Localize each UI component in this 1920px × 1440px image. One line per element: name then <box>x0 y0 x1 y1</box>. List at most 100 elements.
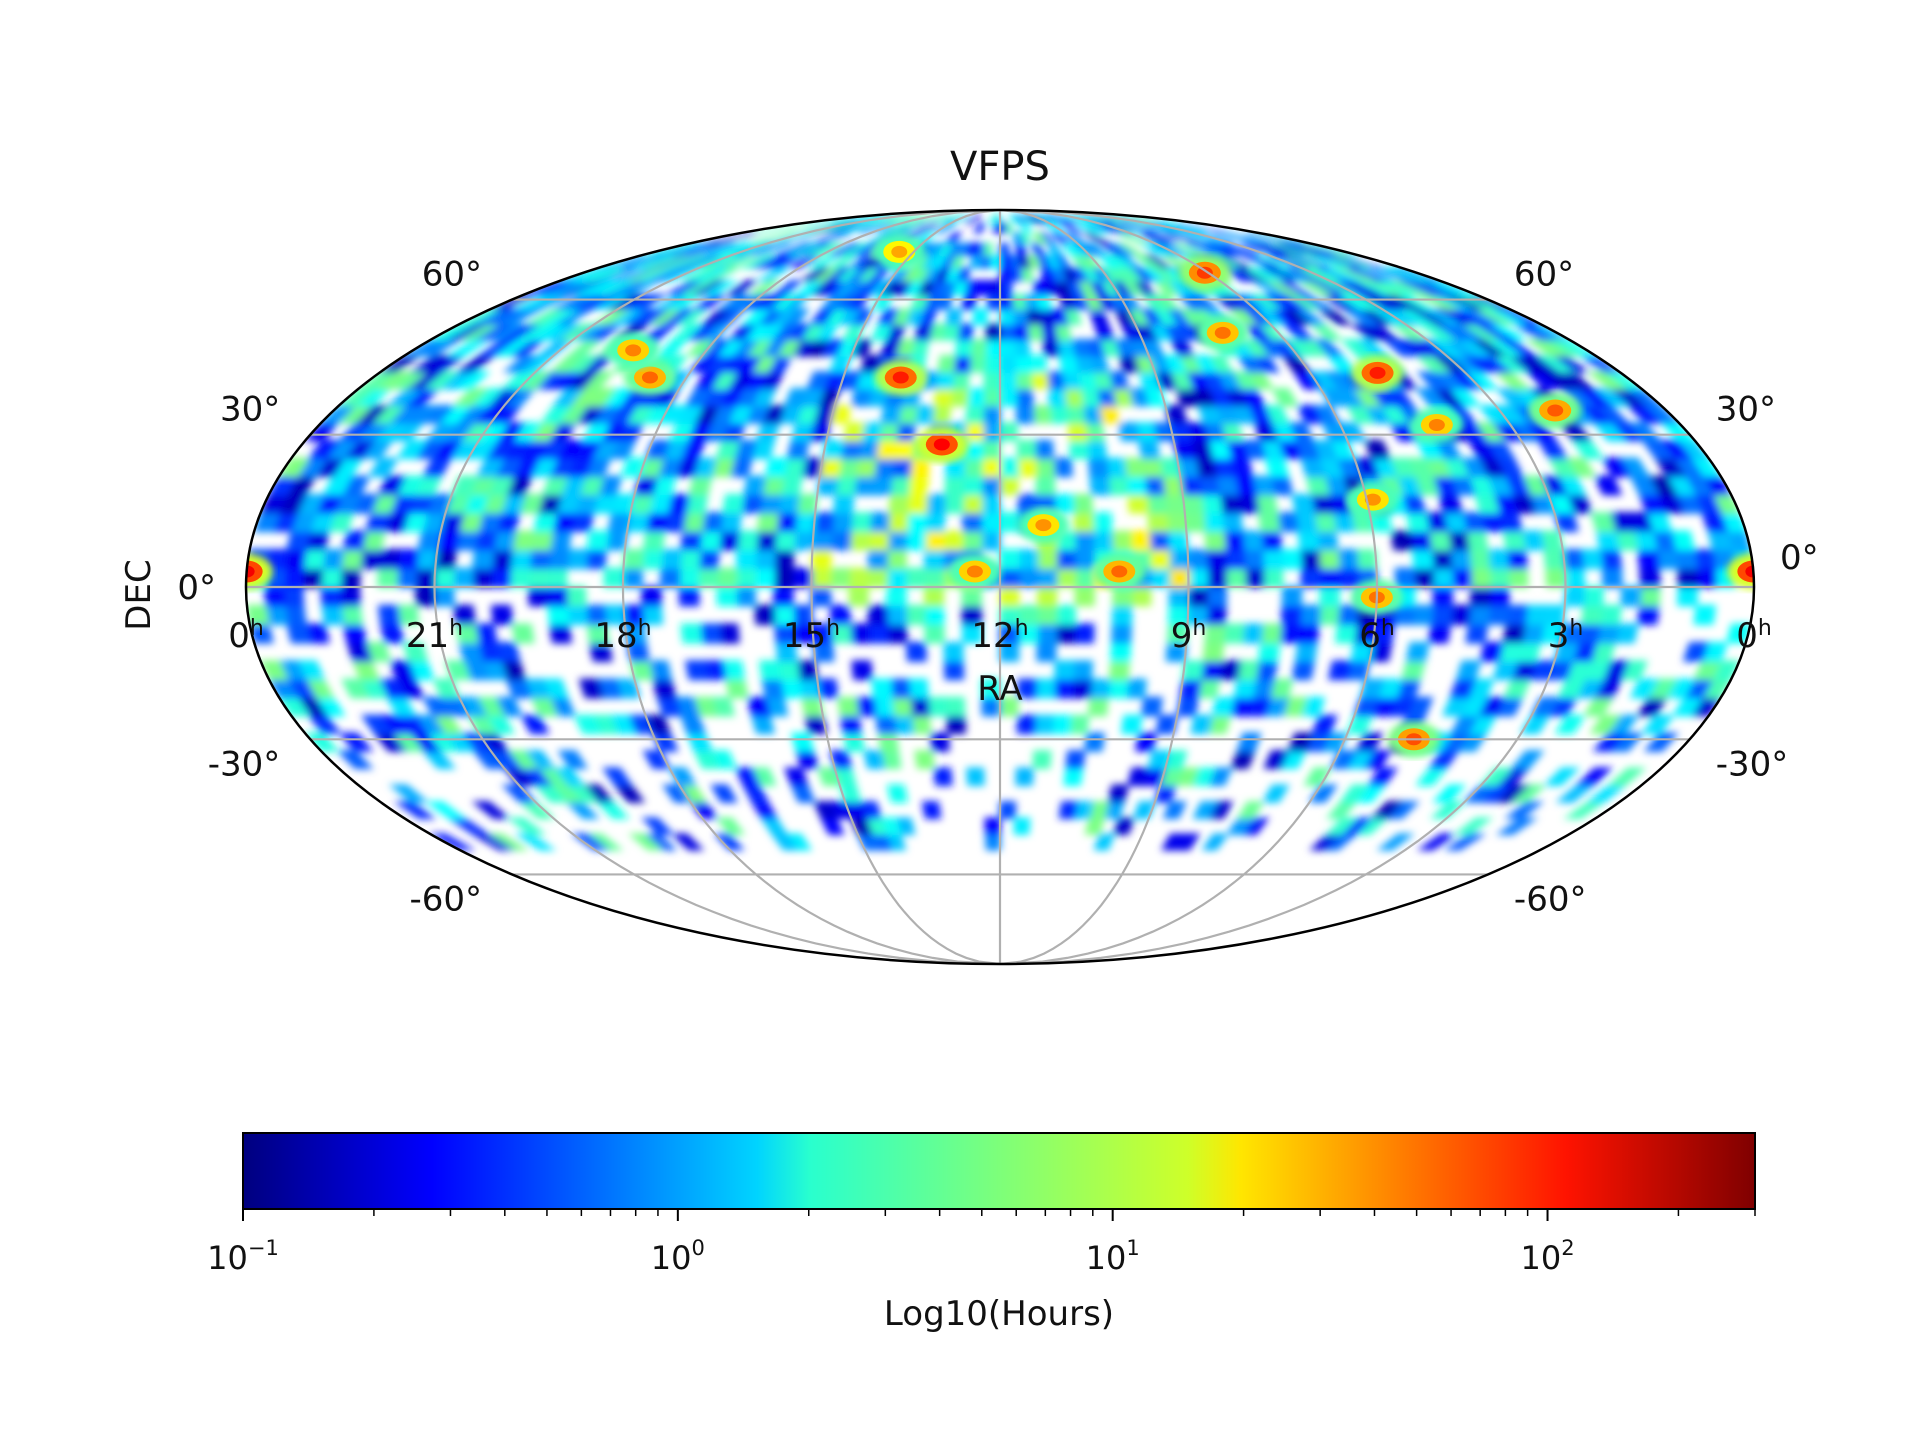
coverage-cell <box>1325 354 1358 373</box>
coverage-cell <box>613 784 646 803</box>
coverage-cell <box>1449 604 1472 625</box>
coverage-cell <box>758 493 782 514</box>
coverage-cell <box>1187 567 1209 588</box>
dec-tick-label-left: -30° <box>208 744 281 784</box>
coverage-cell <box>1294 512 1318 533</box>
coverage-cell <box>584 549 607 570</box>
coverage-cell <box>1202 512 1225 533</box>
coverage-cell <box>1149 549 1171 570</box>
coverage-cell <box>660 549 682 570</box>
coverage-cell <box>964 422 984 442</box>
coverage-cell <box>680 530 703 551</box>
coverage-cell <box>1036 623 1058 644</box>
coverage-cell <box>659 567 681 588</box>
coverage-cell <box>954 339 973 357</box>
coverage-cell <box>810 549 832 570</box>
coverage-cell <box>1162 801 1187 820</box>
coverage-cell <box>968 354 986 373</box>
coverage-cell <box>1524 604 1547 625</box>
dec-axis-label: DEC <box>119 559 159 630</box>
coverage-cell <box>873 696 895 717</box>
coverage-cell <box>743 475 767 496</box>
coverage-cell <box>1415 767 1448 787</box>
coverage-cell <box>1167 530 1189 551</box>
ra-tick-label: 6h <box>1359 616 1395 656</box>
coverage-cell <box>952 354 972 373</box>
coverage-cell <box>282 567 305 588</box>
coverage-cell <box>849 530 871 551</box>
coverage-cell <box>307 714 342 735</box>
coverage-cell <box>1018 549 1039 570</box>
coverage-cell <box>981 422 1001 442</box>
coverage-cell <box>1187 586 1209 607</box>
coverage-cell <box>532 512 558 533</box>
coverage-cell <box>1376 833 1415 851</box>
coverage-cell <box>1264 457 1290 478</box>
coverage-cell <box>909 696 930 717</box>
coverage-cell <box>962 493 983 514</box>
coverage-cell <box>547 549 570 570</box>
coverage-cell <box>1140 457 1164 478</box>
coverage-cell <box>682 512 706 533</box>
coverage-cell <box>923 549 945 570</box>
coverage-cell <box>873 457 895 478</box>
coverage-cell <box>831 512 853 533</box>
hotspot-core <box>1547 404 1564 417</box>
coverage-cell <box>1636 549 1660 570</box>
coverage-cell <box>784 767 809 787</box>
coverage-cell <box>1145 493 1168 514</box>
coverage-cell <box>1143 475 1166 496</box>
coverage-cell <box>1026 323 1044 341</box>
coverage-cell <box>962 475 983 496</box>
coverage-cell <box>1319 586 1341 607</box>
coverage-cell <box>983 354 1001 373</box>
coverage-cell <box>1319 567 1341 588</box>
coverage-cell <box>942 530 964 551</box>
coverage-cell <box>1165 512 1188 533</box>
coverage-cell <box>905 604 926 625</box>
coverage-cell <box>1479 641 1505 662</box>
coverage-cell <box>1087 457 1109 478</box>
coverage-cell <box>888 493 910 514</box>
coverage-cell <box>1134 732 1158 752</box>
coverage-cell <box>1138 439 1161 460</box>
coverage-cell <box>641 817 675 835</box>
coverage-cell <box>982 387 1001 407</box>
coverage-cell <box>848 567 869 588</box>
coverage-cell <box>1432 586 1454 607</box>
coverage-cell <box>854 696 877 717</box>
coverage-cell <box>1014 371 1033 390</box>
coverage-cell <box>764 457 789 478</box>
coverage-cell <box>1218 493 1242 514</box>
coverage-cell <box>1111 530 1133 551</box>
coverage-cell <box>1271 387 1299 407</box>
coverage-cell <box>1008 254 1021 269</box>
coverage-cell <box>1537 439 1569 460</box>
hotspot-core <box>1364 493 1381 506</box>
coverage-cell <box>490 549 514 570</box>
coverage-cell <box>393 801 437 820</box>
coverage-cell <box>889 475 911 496</box>
coverage-cell <box>655 339 689 357</box>
coverage-cell <box>1280 549 1302 570</box>
coverage-cell <box>1233 678 1257 699</box>
coverage-cell <box>1643 732 1680 752</box>
coverage-cell <box>999 354 1017 373</box>
coverage-cell <box>842 732 866 752</box>
coverage-cell <box>1212 232 1265 245</box>
coverage-cell <box>528 549 551 570</box>
coverage-cell <box>377 549 401 570</box>
coverage-cell <box>1639 567 1661 588</box>
coverage-cell <box>1294 641 1318 662</box>
coverage-cell <box>850 512 872 533</box>
colorbar-tick-label: 101 <box>1086 1236 1140 1277</box>
coverage-cell <box>414 586 436 607</box>
coverage-cell <box>891 696 913 717</box>
coverage-cell <box>1068 439 1090 460</box>
coverage-cell <box>1063 767 1084 787</box>
coverage-cell <box>1131 586 1152 607</box>
coverage-cell <box>907 678 929 699</box>
coverage-cell <box>961 586 982 607</box>
coverage-cell <box>1074 586 1095 607</box>
coverage-cell <box>1502 530 1527 551</box>
